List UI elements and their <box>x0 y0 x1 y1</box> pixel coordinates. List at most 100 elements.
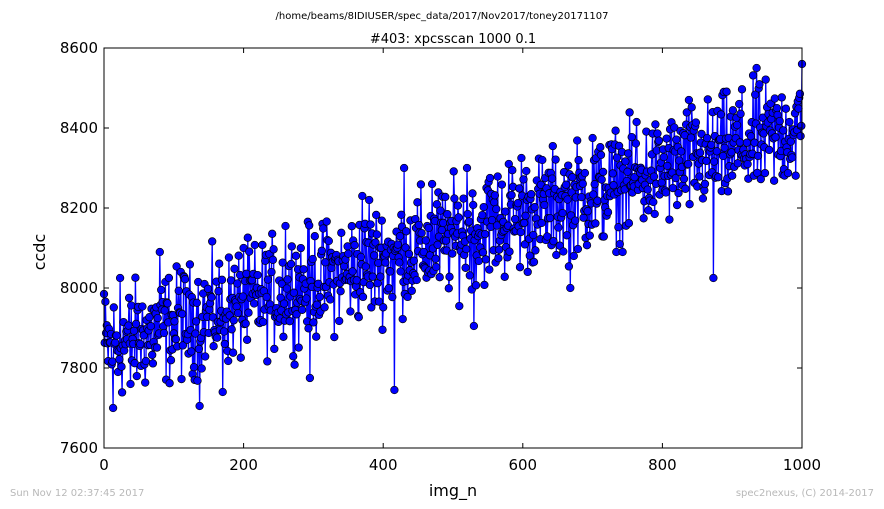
y-tick-label: 8400 <box>60 119 98 137</box>
y-tick-label: 8600 <box>60 39 98 57</box>
data-point <box>292 310 301 319</box>
data-point <box>585 231 594 240</box>
data-point <box>249 299 259 308</box>
data-point <box>413 198 422 207</box>
data-point <box>480 280 489 290</box>
data-series <box>99 59 807 413</box>
data-point <box>344 249 353 258</box>
data-point <box>665 215 674 224</box>
data-point <box>720 143 729 152</box>
data-point <box>279 299 289 308</box>
data-point <box>258 317 268 327</box>
data-point <box>564 161 573 170</box>
data-point <box>479 202 488 212</box>
data-point <box>245 247 254 256</box>
data-point <box>308 254 317 264</box>
data-point <box>193 376 202 385</box>
data-point <box>236 353 245 362</box>
data-point <box>432 200 442 209</box>
data-point <box>174 286 183 295</box>
data-point <box>319 224 328 233</box>
data-point <box>614 223 623 232</box>
chart-suptitle: /home/beams/8IDIUSER/spec_data/2017/Nov2… <box>276 11 609 22</box>
data-point <box>733 159 742 168</box>
data-point <box>558 208 567 218</box>
data-point <box>785 117 794 127</box>
data-point <box>624 149 633 158</box>
data-point <box>281 221 290 231</box>
data-point <box>671 173 680 183</box>
data-point <box>376 272 385 281</box>
data-point <box>545 213 555 223</box>
data-point <box>445 272 454 281</box>
data-point <box>615 239 624 249</box>
data-point <box>516 227 525 237</box>
data-point <box>791 171 800 180</box>
data-point <box>493 172 502 181</box>
data-point <box>115 355 124 364</box>
data-point <box>672 200 682 210</box>
data-point <box>191 329 200 338</box>
data-point <box>399 163 409 173</box>
data-point <box>454 213 463 222</box>
y-tick-label: 7800 <box>60 359 98 377</box>
data-point <box>258 240 267 250</box>
data-point <box>347 222 356 231</box>
data-point <box>126 379 135 389</box>
data-point <box>241 319 250 328</box>
data-point <box>372 230 382 239</box>
data-point <box>621 157 630 166</box>
data-point <box>654 136 664 145</box>
x-tick-label: 0 <box>99 456 109 474</box>
data-point <box>549 237 558 246</box>
data-point <box>668 183 678 193</box>
data-point <box>650 209 659 219</box>
data-point <box>612 153 622 162</box>
data-point <box>369 251 379 260</box>
data-point <box>366 220 375 229</box>
data-point <box>571 216 580 225</box>
data-point <box>220 339 229 349</box>
data-point <box>129 326 139 335</box>
data-point <box>309 318 318 327</box>
data-point <box>712 147 721 156</box>
data-point <box>674 188 683 198</box>
data-point <box>687 103 696 112</box>
data-point <box>573 244 583 254</box>
data-point <box>760 168 770 178</box>
data-point <box>543 232 552 241</box>
data-point <box>218 387 227 397</box>
data-point <box>735 99 744 109</box>
data-point <box>593 196 602 205</box>
data-point <box>352 276 361 285</box>
data-point <box>224 253 234 262</box>
data-point <box>494 254 503 263</box>
data-point <box>653 129 662 138</box>
data-point <box>131 319 141 329</box>
data-point <box>403 292 412 302</box>
data-point <box>559 247 568 256</box>
data-point <box>684 159 693 169</box>
data-point <box>207 293 216 302</box>
data-point <box>663 161 672 171</box>
data-point <box>358 292 368 302</box>
data-point <box>505 247 514 256</box>
data-point <box>180 275 190 284</box>
data-point <box>317 246 326 255</box>
data-point <box>444 284 453 293</box>
data-point <box>468 189 477 198</box>
data-point <box>480 229 490 239</box>
data-point <box>157 285 166 295</box>
data-point <box>497 180 507 189</box>
data-point <box>287 242 296 251</box>
data-point <box>609 181 618 190</box>
data-point <box>417 228 426 238</box>
data-point <box>783 168 793 178</box>
y-tick-label: 8200 <box>60 199 98 217</box>
data-point <box>310 232 319 241</box>
data-point <box>421 236 430 245</box>
data-point <box>435 273 444 282</box>
data-point <box>603 208 613 217</box>
data-point <box>305 373 315 383</box>
